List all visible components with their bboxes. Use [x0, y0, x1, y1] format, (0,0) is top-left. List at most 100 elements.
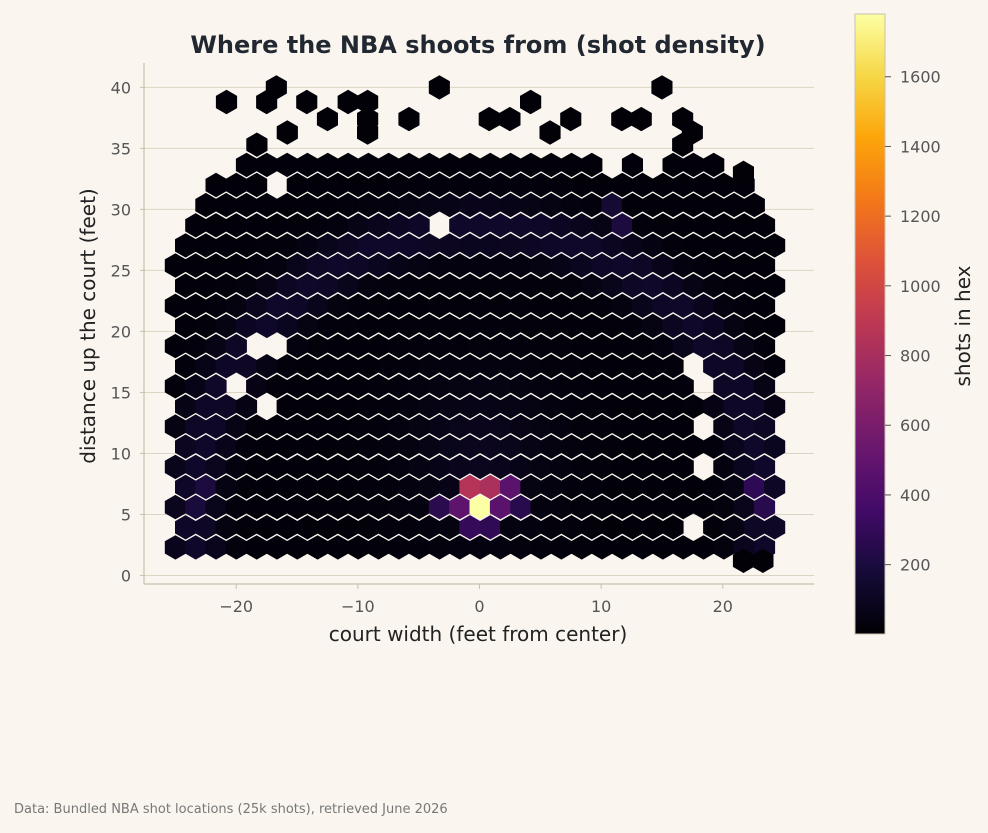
- hex-cell: [185, 253, 207, 278]
- hex-cell: [489, 253, 511, 278]
- hex-cell: [489, 293, 511, 318]
- hex-cell: [235, 515, 258, 540]
- hex-cell: [753, 414, 776, 439]
- hex-cell: [743, 233, 765, 258]
- hex-cell: [500, 233, 522, 258]
- hex-cell: [337, 89, 359, 115]
- hex-cell: [591, 172, 613, 198]
- hex-cell: [307, 213, 329, 238]
- hex-cell: [723, 313, 745, 339]
- y-tick-label: 25: [111, 261, 131, 280]
- hex-cell: [642, 354, 664, 379]
- hex-cell: [418, 515, 440, 540]
- hex-cell: [540, 354, 562, 379]
- hex-cell: [530, 454, 552, 480]
- hex-cell: [733, 213, 755, 238]
- hex-cell: [469, 535, 491, 560]
- hex-cell: [337, 313, 359, 339]
- hex-cell: [682, 474, 704, 500]
- hex-cell: [489, 454, 511, 480]
- hex-cell: [327, 293, 349, 318]
- hex-cell: [652, 333, 674, 359]
- hex-cell: [378, 313, 400, 339]
- hex-cell: [256, 152, 278, 178]
- hex-cell: [652, 494, 674, 520]
- hex-cell: [723, 233, 745, 258]
- hex-cell: [662, 394, 684, 419]
- hex-cell: [662, 434, 684, 459]
- hex-cell: [327, 414, 349, 439]
- hex-cell: [378, 273, 400, 298]
- hex-cell: [713, 333, 735, 359]
- hex-cell: [398, 515, 420, 540]
- hex-cell: [540, 474, 562, 500]
- hex-cell: [550, 454, 572, 480]
- hex-cell: [276, 434, 298, 459]
- hex-cell: [703, 515, 725, 540]
- hex-cell: [286, 213, 308, 238]
- y-ticks: 0 5 10 15 20 25 30 35 40: [111, 78, 145, 585]
- hex-cell: [550, 374, 572, 399]
- hex-cell: [703, 434, 725, 459]
- y-tick-label: 20: [111, 322, 131, 341]
- hex-cell: [378, 152, 400, 178]
- hex-cell: [662, 474, 684, 500]
- colorbar-tick-label: 200: [900, 556, 931, 575]
- hex-cell: [693, 253, 715, 278]
- hex-cell: [630, 106, 652, 132]
- hex-cell: [195, 354, 217, 379]
- hex-cell: [479, 474, 501, 500]
- hex-cell: [520, 354, 542, 379]
- hex-cell: [398, 273, 420, 298]
- hex-cell: [378, 474, 400, 500]
- hex-cell: [347, 414, 369, 439]
- hex-cell: [703, 273, 725, 298]
- hex-cell: [357, 192, 379, 218]
- hex-cell: [510, 333, 532, 359]
- hex-cell: [408, 213, 430, 238]
- hex-cell: [510, 454, 532, 480]
- hex-cell: [246, 535, 268, 560]
- hex-cell: [195, 273, 217, 298]
- hex-cell: [286, 494, 308, 520]
- x-ticks: −20 −10 0 10 20: [219, 584, 733, 616]
- hex-cell: [266, 494, 288, 520]
- hex-cell: [205, 253, 227, 278]
- hex-cell: [428, 172, 450, 198]
- hex-cell: [672, 374, 694, 399]
- hex-cell: [276, 273, 298, 298]
- hex-cell: [296, 354, 318, 379]
- hex-cell: [357, 233, 379, 258]
- hex-cell: [753, 253, 776, 278]
- hex-cell: [469, 454, 491, 480]
- hex-cell: [510, 213, 532, 238]
- hex-cell: [235, 434, 258, 459]
- hex-cell: [185, 414, 207, 439]
- hex-cell: [225, 494, 247, 520]
- hex-cell: [317, 313, 339, 339]
- hex-cell: [327, 253, 349, 278]
- hex-cell: [378, 233, 400, 258]
- hex-cell: [398, 434, 420, 459]
- hex-cell: [205, 414, 227, 439]
- hex-cell: [266, 374, 288, 399]
- hex-cell: [469, 172, 491, 198]
- hex-cell: [510, 374, 532, 399]
- hex-cell: [368, 535, 390, 560]
- hex-cell: [327, 494, 349, 520]
- hex-cell: [246, 132, 268, 157]
- hex-cell: [723, 354, 745, 379]
- hex-cell: [489, 213, 511, 238]
- hex-cell: [347, 494, 369, 520]
- hex-cell: [205, 213, 227, 238]
- hex-cell: [296, 152, 318, 178]
- hex-cell: [205, 333, 227, 359]
- hex-cell: [337, 474, 359, 500]
- hex-cell: [428, 414, 450, 439]
- chart-title: Where the NBA shoots from (shot density): [190, 31, 765, 59]
- hex-cell: [652, 253, 674, 278]
- hex-cell: [408, 374, 430, 399]
- hex-cell: [489, 535, 511, 560]
- hex-cell: [621, 152, 643, 178]
- hex-cell: [246, 374, 268, 399]
